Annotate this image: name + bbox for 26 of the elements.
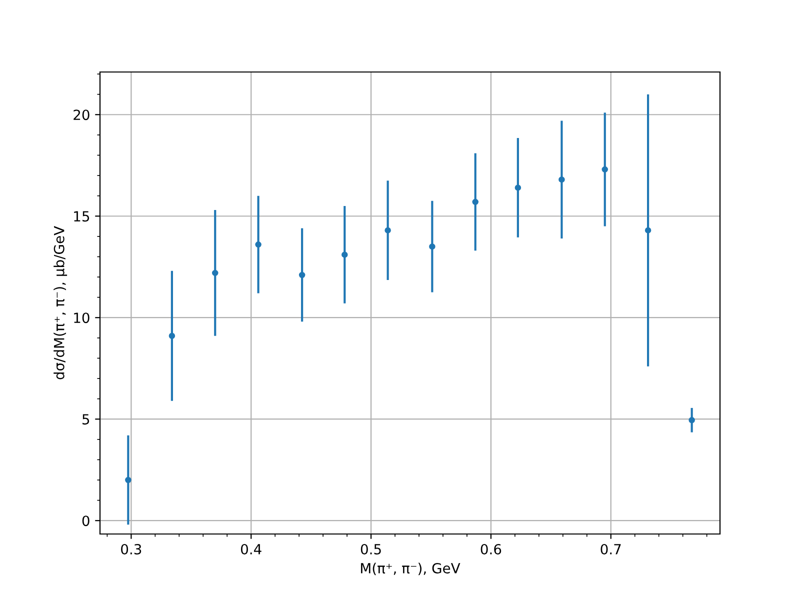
x-tick-label: 0.6 (480, 544, 502, 554)
point (644, 227, 652, 234)
point (255, 241, 262, 248)
y-tick-label: 0 (82, 516, 90, 526)
point (429, 243, 436, 250)
x-tick-label: 0.3 (121, 544, 142, 554)
point (558, 176, 565, 183)
x-axis-title: M(π⁺, π⁻), GeV (361, 562, 460, 576)
x-tick-label: 0.4 (240, 544, 262, 554)
x-tick-label: 0.5 (360, 544, 381, 554)
y-tick-label: 15 (74, 211, 90, 222)
y-axis-title: dσ/dM(π⁺, π⁻), μb/GeV (54, 226, 68, 380)
point (212, 270, 218, 276)
y-tick-label: 5 (82, 414, 90, 425)
point (168, 332, 176, 340)
point (514, 184, 522, 191)
point (342, 252, 348, 258)
point (298, 272, 306, 278)
point (472, 198, 478, 206)
y-tick-label: 20 (74, 110, 90, 120)
point (125, 476, 132, 484)
y-tick-label: 10 (74, 312, 90, 324)
point (688, 417, 695, 424)
point (602, 166, 608, 173)
point (384, 227, 391, 234)
x-tick-label: 0.7 (600, 544, 621, 554)
